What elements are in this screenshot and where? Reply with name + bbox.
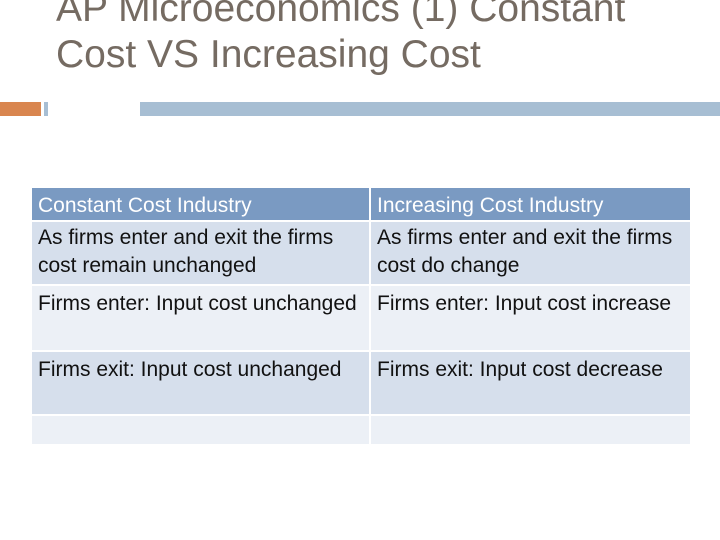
table-header-row: Constant Cost Industry Increasing Cost I… [30,186,692,222]
table-row: Firms exit: Input cost unchanged Firms e… [30,350,692,416]
header-increasing-cost: Increasing Cost Industry [369,186,692,222]
table-cell: Firms enter: Input cost unchanged [30,284,371,352]
accent-bar-orange [0,102,41,116]
table-cell-empty [369,414,692,446]
comparison-table: Constant Cost Industry Increasing Cost I… [30,186,692,446]
table-row: As firms enter and exit the firms cost r… [30,220,692,286]
header-constant-cost: Constant Cost Industry [30,186,371,222]
slide-title: AP Microeconomics (1) Constant Cost VS I… [56,0,626,76]
table-cell: As firms enter and exit the firms cost r… [30,220,371,286]
table-cell: Firms enter: Input cost increase [369,284,692,352]
accent-bar-blue-edge [44,102,48,116]
table-cell-empty [30,414,371,446]
table-row: Firms enter: Input cost unchanged Firms … [30,284,692,352]
table-cell: Firms exit: Input cost unchanged [30,350,371,416]
table-cell: Firms exit: Input cost decrease [369,350,692,416]
accent-bar-blue [140,102,720,116]
table-row-empty [30,414,692,446]
table-cell: As firms enter and exit the firms cost d… [369,220,692,286]
